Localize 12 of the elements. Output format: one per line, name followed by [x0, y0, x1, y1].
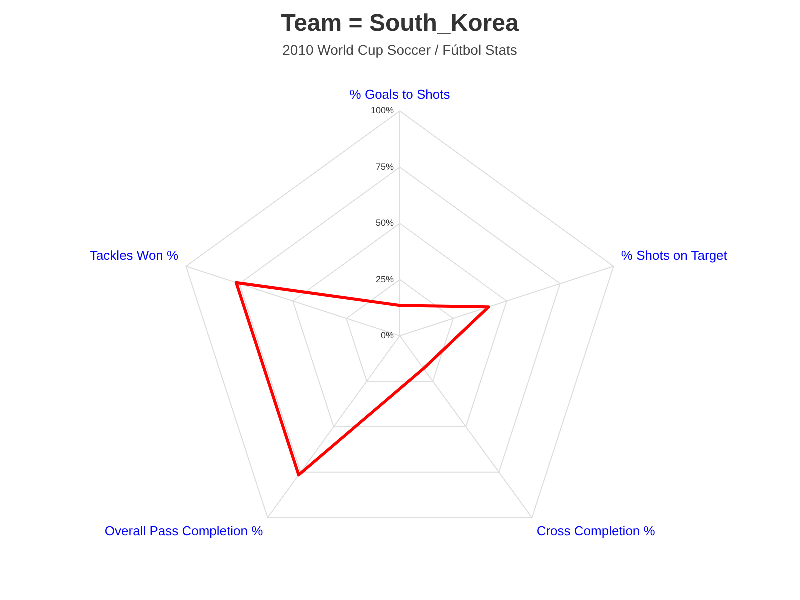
y-tick-label: 100%: [370, 106, 394, 116]
spoke-label: % Goals to Shots: [350, 86, 451, 102]
chart-subtitle: 2010 World Cup Soccer / Fútbol Stats: [282, 42, 518, 58]
y-tick-label: 75%: [376, 162, 394, 172]
y-tick-label: 25%: [376, 274, 394, 284]
y-tick-label: 0%: [380, 330, 394, 340]
spoke-label: Tackles Won %: [90, 248, 180, 263]
spoke-label: % Shots on Target: [621, 248, 728, 263]
y-tick-label: 50%: [376, 218, 394, 228]
spoke-label: Cross Completion %: [536, 524, 656, 539]
chart-title: Team = South_Korea: [281, 10, 520, 38]
spoke-label: Overall Pass Completion %: [104, 524, 264, 539]
